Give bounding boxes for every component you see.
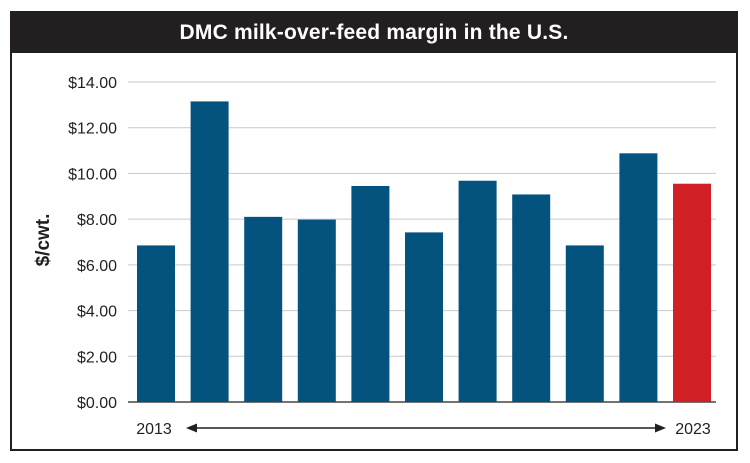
bar-2014 <box>190 101 229 402</box>
chart-title: DMC milk-over-feed margin in the U.S. <box>12 13 736 53</box>
y-tick-label: $14.00 <box>68 75 117 92</box>
bar-2018 <box>405 232 443 402</box>
x-range-end-label: 2023 <box>675 421 711 438</box>
bar-2023 <box>673 183 711 402</box>
y-tick-label: $8.00 <box>77 212 117 229</box>
bars <box>137 101 711 402</box>
y-tick-label: $10.00 <box>68 166 117 183</box>
y-tick-label: $6.00 <box>77 258 117 275</box>
y-axis-ticks: $0.00 $2.00 $4.00 $6.00 $8.00 $10.00 $12.00 $14… <box>68 75 117 412</box>
y-tick-label: $4.00 <box>77 304 117 321</box>
y-tick-label: $2.00 <box>77 349 117 366</box>
bar-2022 <box>619 153 658 402</box>
arrow-right-head <box>655 423 666 433</box>
bar-2019 <box>458 180 497 402</box>
x-range-start-label: 2013 <box>136 421 172 438</box>
year-range-arrow <box>186 423 666 433</box>
y-tick-label: $12.00 <box>68 121 117 138</box>
bar-2015 <box>244 216 283 402</box>
bar-2016 <box>297 219 336 402</box>
bar-2017 <box>351 186 390 402</box>
bar-2020 <box>512 194 551 402</box>
bar-2013 <box>137 245 175 402</box>
arrow-left-head <box>186 423 197 433</box>
bar-2021 <box>565 245 604 402</box>
y-tick-label: $0.00 <box>77 395 117 412</box>
y-axis-label: $/cwt. <box>33 214 54 267</box>
